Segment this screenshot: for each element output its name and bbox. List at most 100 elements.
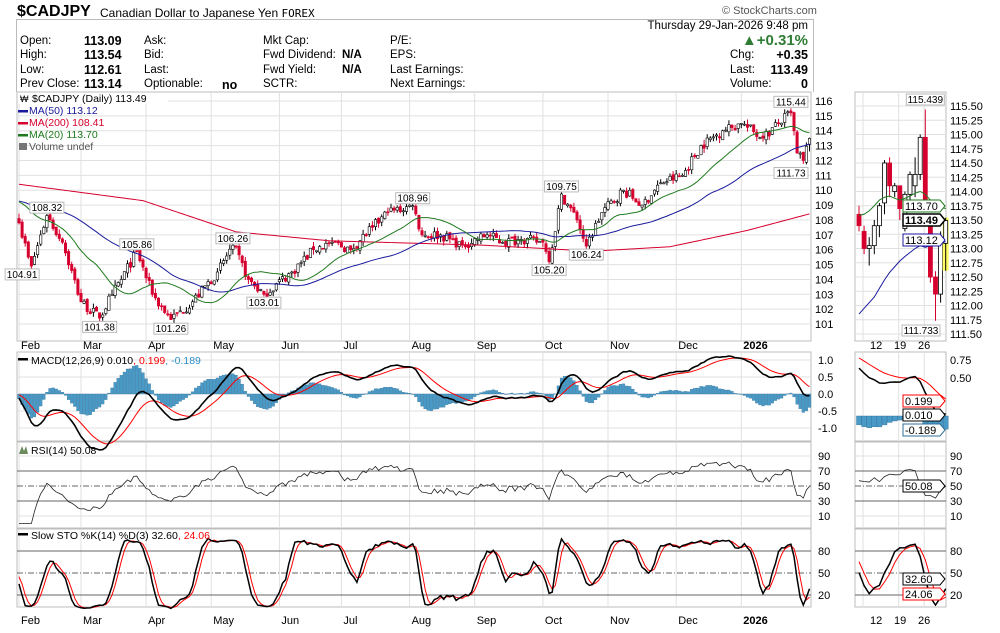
sto-legend-d: , 24.06 bbox=[178, 530, 210, 542]
candle bbox=[420, 230, 424, 236]
candle bbox=[122, 271, 126, 280]
macd-histogram-bar bbox=[671, 390, 675, 395]
macd-histogram-bar bbox=[324, 385, 328, 395]
candle bbox=[147, 277, 151, 281]
candle bbox=[423, 234, 427, 237]
macd-histogram-bar bbox=[383, 387, 387, 395]
sto-legend-swatch bbox=[18, 533, 28, 536]
macd-histogram-bar bbox=[132, 365, 136, 395]
macd-histogram-bar bbox=[339, 392, 343, 395]
candle bbox=[807, 138, 811, 145]
price-annotation-box bbox=[544, 180, 579, 193]
macd-histogram-bar bbox=[643, 393, 647, 398]
price-annotation-box bbox=[29, 201, 65, 214]
macd-histogram-bar bbox=[274, 393, 278, 403]
quote-info-box bbox=[16, 19, 814, 92]
candle bbox=[516, 239, 520, 245]
candle bbox=[705, 137, 709, 147]
mini-low-label: 111.733 bbox=[904, 326, 939, 337]
candle bbox=[708, 137, 712, 140]
sto-legend: Slow STO %K(14) %D(3) 32.60, 24.06 bbox=[31, 530, 210, 542]
last-earnings-label: Last Earnings: bbox=[390, 64, 464, 76]
mini-candle bbox=[943, 220, 949, 244]
value-tag bbox=[902, 394, 946, 408]
ma200-legend: MA(200) 108.41 bbox=[29, 117, 104, 129]
macd-histogram-bar bbox=[615, 385, 619, 395]
candle bbox=[209, 281, 213, 285]
price-annotation-box bbox=[773, 95, 809, 108]
mini-candle bbox=[882, 162, 887, 204]
mini-macd-histogram-bar bbox=[897, 415, 903, 421]
mini-price-tick-label: 114.00 bbox=[950, 187, 983, 199]
candle bbox=[91, 307, 95, 313]
ma200-line bbox=[18, 183, 810, 252]
macd-histogram-bar bbox=[649, 393, 653, 398]
macd-histogram-bar bbox=[764, 393, 768, 406]
candle bbox=[361, 234, 365, 243]
macd-histogram-bar bbox=[333, 388, 337, 395]
candle bbox=[541, 239, 545, 243]
candle bbox=[696, 155, 700, 159]
sto-tick-label: 50 bbox=[818, 568, 830, 580]
chg-value: +0.35 bbox=[776, 48, 808, 62]
candle bbox=[197, 293, 201, 298]
symbol-full-name: Canadian Dollar to Japanese Yen bbox=[100, 6, 279, 20]
candle bbox=[429, 236, 433, 239]
macd-histogram-bar bbox=[85, 393, 89, 416]
macd-histogram-bar bbox=[680, 391, 684, 395]
candle bbox=[256, 284, 260, 292]
candle bbox=[776, 122, 780, 125]
price-annotation: 108.96 bbox=[397, 194, 428, 205]
candle bbox=[342, 247, 346, 252]
macd-histogram-bar bbox=[535, 392, 539, 395]
macd-histogram-bar bbox=[342, 393, 347, 396]
macd-histogram-bar bbox=[398, 390, 402, 395]
candle bbox=[758, 137, 762, 139]
value-tag-label: 32.60 bbox=[905, 574, 933, 586]
candle bbox=[445, 233, 449, 241]
macd-histogram-bar bbox=[621, 383, 626, 395]
candle bbox=[798, 152, 802, 155]
macd-histogram-bar bbox=[798, 393, 802, 409]
candle bbox=[603, 207, 607, 213]
macd-histogram-bar bbox=[82, 393, 86, 415]
price-annotation: 106.24 bbox=[571, 250, 602, 261]
macd-histogram-bar bbox=[404, 392, 409, 395]
candle bbox=[212, 280, 216, 285]
candle bbox=[284, 277, 288, 282]
month-label: Apr bbox=[148, 615, 165, 627]
macd-histogram-bar bbox=[256, 393, 260, 407]
watermark[interactable]: © StockCharts.com bbox=[722, 5, 817, 17]
macd-histogram-bar bbox=[711, 385, 715, 395]
macd-histogram-bar bbox=[116, 378, 120, 395]
candle bbox=[367, 226, 371, 235]
optionable-label: Optionable: bbox=[144, 78, 203, 90]
ma20-legend: MA(20) 113.70 bbox=[29, 129, 98, 141]
macd-histogram-bar bbox=[54, 388, 58, 395]
candle bbox=[417, 214, 421, 230]
mini-price-tick-label: 111.75 bbox=[950, 315, 982, 327]
candle bbox=[761, 135, 765, 139]
value-tag bbox=[902, 479, 946, 493]
macd-histogram-bar bbox=[581, 393, 585, 397]
candle bbox=[783, 113, 787, 123]
macd-histogram-bar bbox=[408, 393, 412, 395]
legend-bg bbox=[18, 93, 168, 104]
macd-histogram-bar bbox=[674, 390, 678, 395]
macd-histogram-bar bbox=[392, 387, 396, 395]
mini-candle bbox=[887, 162, 892, 187]
macd-histogram-bar bbox=[423, 393, 427, 410]
mini-candle bbox=[928, 225, 933, 278]
candle bbox=[559, 193, 563, 210]
low-label: Low: bbox=[20, 64, 45, 76]
candle bbox=[259, 289, 263, 291]
candle bbox=[575, 211, 579, 221]
price-tick-label: 116 bbox=[815, 96, 833, 108]
panel-frame bbox=[16, 441, 812, 529]
macd-histogram-bar bbox=[510, 392, 514, 395]
value-tag-label: 24.06 bbox=[905, 589, 933, 601]
month-label: May bbox=[213, 340, 234, 352]
fwd-yield-value: N/A bbox=[342, 64, 362, 76]
mini-macd-histogram-bar bbox=[871, 415, 877, 427]
